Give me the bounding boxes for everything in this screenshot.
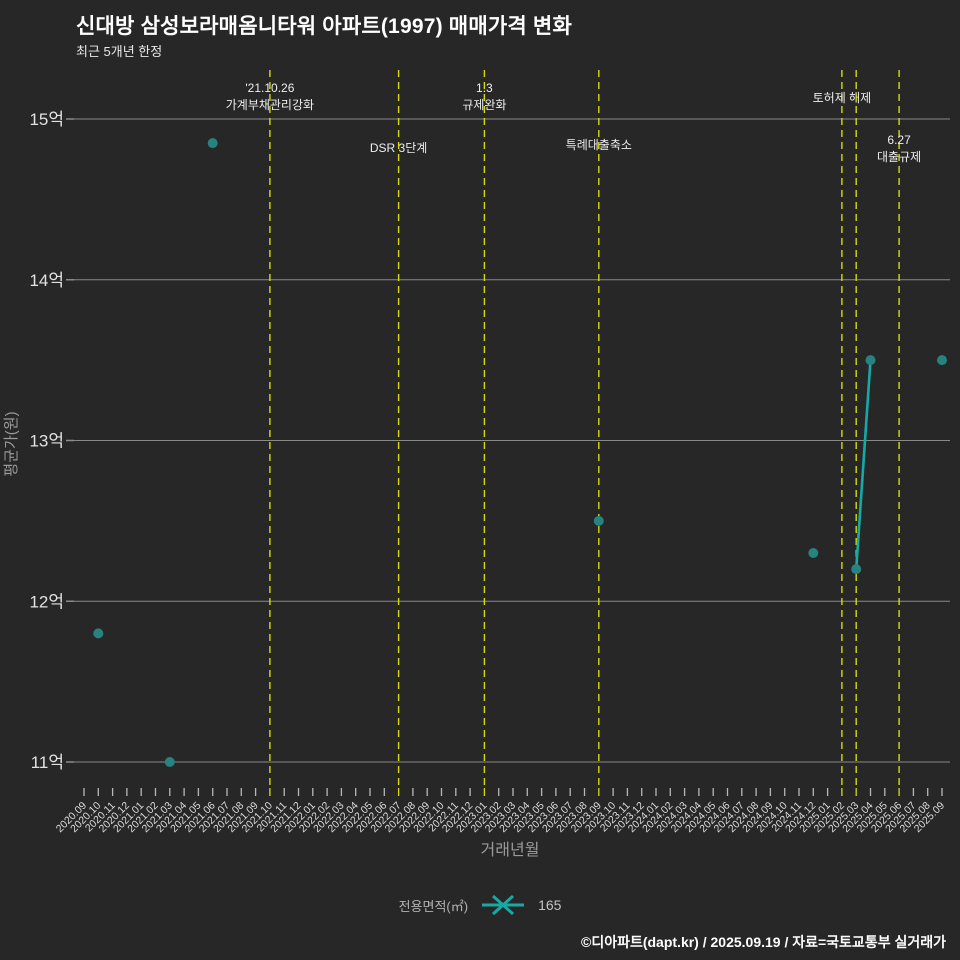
chart-subtitle: 최근 5개년 한정 — [76, 44, 163, 59]
y-gridlines — [66, 118, 950, 763]
legend-series-value: 165 — [538, 897, 562, 913]
x-axis-tick-labels: 2020.092020.102020.112020.122021.012021.… — [54, 788, 947, 835]
svg-text:'21.10.26: '21.10.26 — [245, 81, 294, 95]
svg-text:가계부채관리강화: 가계부채관리강화 — [226, 98, 314, 112]
credit-line: ©디아파트(dapt.kr) / 2025.09.19 / 자료=국토교통부 실… — [581, 934, 946, 950]
svg-text:규제완화: 규제완화 — [462, 98, 506, 112]
line-x-marker-icon — [482, 894, 525, 916]
svg-text:13억: 13억 — [29, 432, 64, 451]
y-axis-tick-labels: 15억 14억 13억 12억 11억 — [29, 110, 64, 772]
svg-text:14억: 14억 — [29, 271, 64, 290]
svg-text:평균가(원): 평균가(원) — [3, 411, 20, 476]
svg-text:12억: 12억 — [29, 592, 64, 611]
price-data-series — [93, 138, 947, 767]
legend: 전용면적(㎡) 165 — [0, 893, 960, 917]
svg-text:6.27: 6.27 — [887, 133, 911, 147]
svg-text:DSR 3단계: DSR 3단계 — [370, 141, 427, 155]
svg-text:11억: 11억 — [31, 753, 64, 772]
legend-label: 전용면적(㎡) — [398, 898, 469, 914]
svg-text:1.3: 1.3 — [476, 81, 493, 95]
axis-titles: 거래년월 평균가(원) — [3, 411, 539, 859]
chart-title: 신대방 삼성보라매옴니타워 아파트(1997) 매매가격 변화 — [76, 15, 572, 38]
svg-text:특례대출축소: 특례대출축소 — [566, 138, 632, 152]
svg-text:거래년월: 거래년월 — [481, 841, 540, 859]
svg-text:대출규제: 대출규제 — [877, 150, 921, 164]
svg-text:15억: 15억 — [29, 110, 64, 129]
svg-text:토허제 해제: 토허제 해제 — [813, 91, 872, 105]
